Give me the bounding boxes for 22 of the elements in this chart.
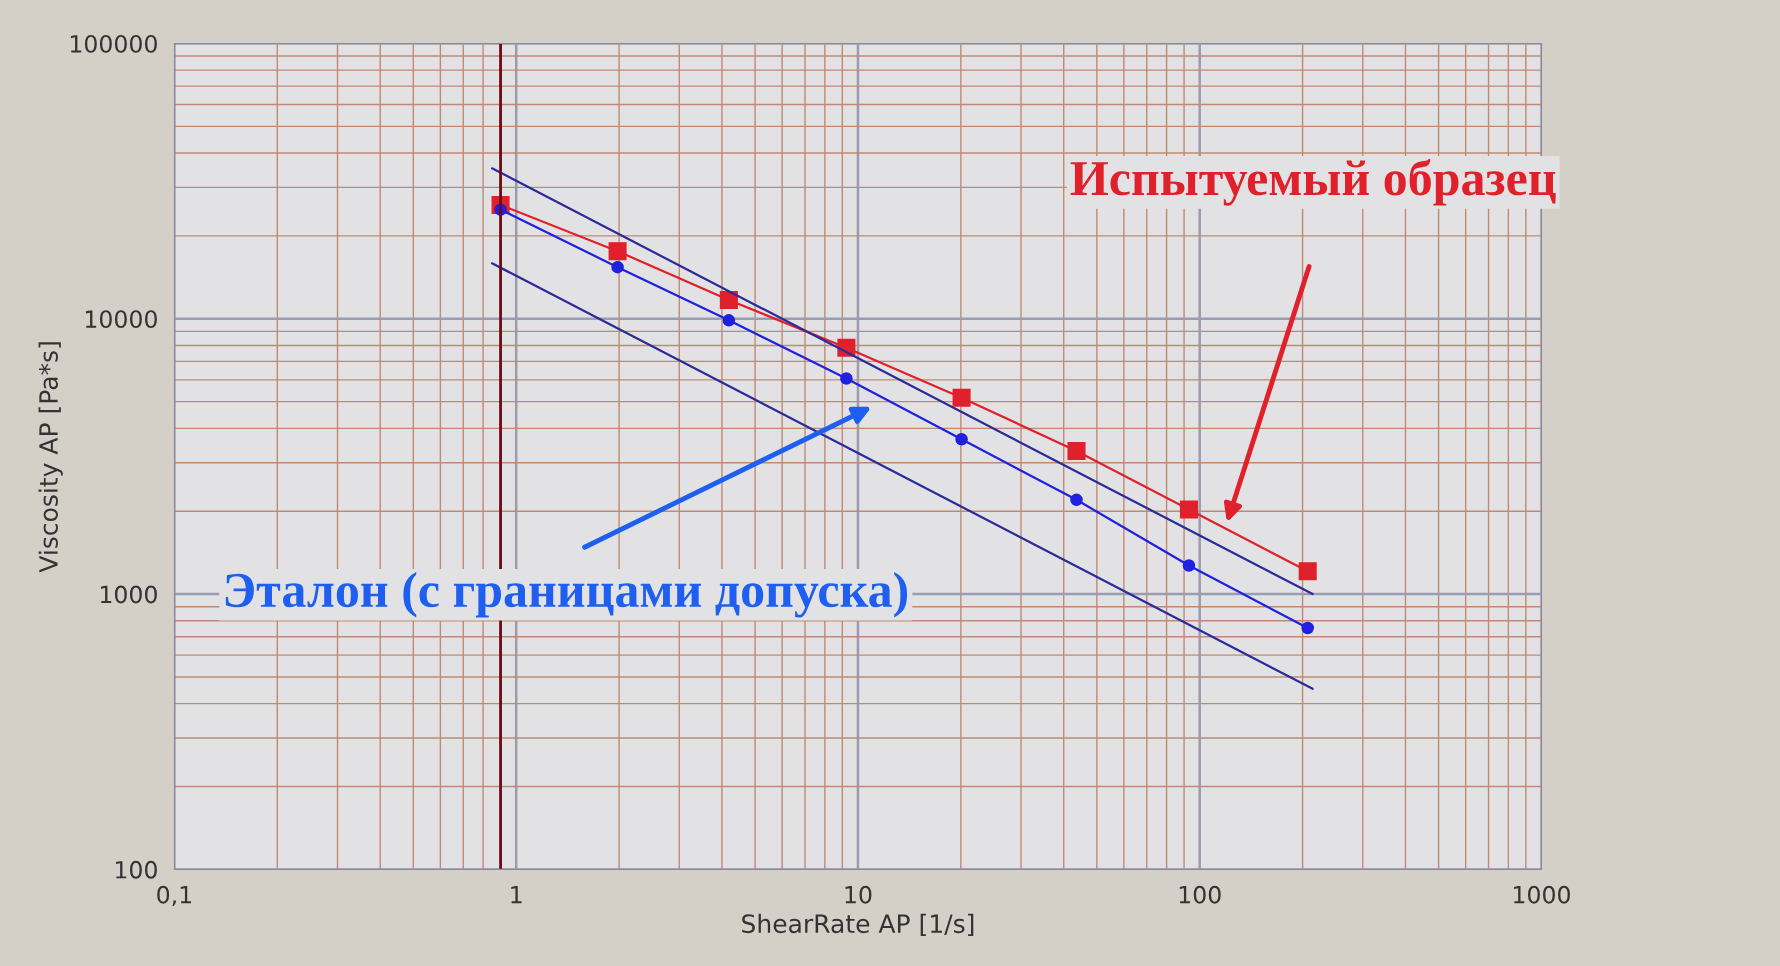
y-tick-label: 100000 xyxy=(70,34,157,53)
annotation: Эталон (с границами допуска) xyxy=(225,572,908,618)
x-axis-title: ShearRate AP [1/s] xyxy=(742,913,974,937)
y-tick-label: 10000 xyxy=(85,310,157,329)
y-axis-title: Viscosity AP [Pa*s] xyxy=(38,342,63,573)
x-tick-label: 0,1 xyxy=(157,885,192,907)
x-tick-label: 10 xyxy=(845,885,872,904)
x-tick-label: 1000 xyxy=(1514,885,1570,904)
y-tick-label: 100 xyxy=(115,860,157,879)
x-tick-label: 1 xyxy=(511,886,522,904)
point xyxy=(955,433,968,446)
y-tick-label: 1000 xyxy=(100,585,157,604)
point xyxy=(1298,562,1317,581)
point xyxy=(611,260,624,274)
annotation: Испытуемый образец xyxy=(1070,159,1556,206)
point xyxy=(952,388,971,407)
point xyxy=(1067,441,1086,461)
point xyxy=(840,372,853,385)
point xyxy=(608,242,627,261)
point xyxy=(1070,493,1083,507)
x-tick-label: 100 xyxy=(1179,885,1221,904)
point xyxy=(1301,621,1314,635)
